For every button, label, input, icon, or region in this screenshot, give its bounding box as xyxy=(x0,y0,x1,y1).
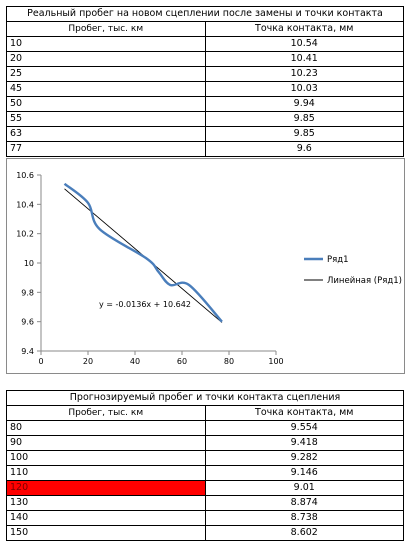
cell-mm: 9.85 xyxy=(204,111,404,127)
y-tick-label: 9.8 xyxy=(21,288,34,297)
x-tick-label: 100 xyxy=(268,357,283,366)
table-row: 150 8.602 xyxy=(6,525,404,541)
cell-km: 100 xyxy=(6,450,206,466)
clutch-contact-chart: 10.6 10.4 10.2 10 9.8 9.6 9.4 0 20 40 60 80 100 y = … xyxy=(6,158,405,374)
cell-mm: 9.94 xyxy=(204,96,404,112)
table-row: 50 9.94 xyxy=(6,96,404,112)
y-tick-label: 9.6 xyxy=(21,318,34,327)
cell-km: 90 xyxy=(6,435,206,451)
table-row: 25 10.23 xyxy=(6,66,404,82)
cell-mm: 9.146 xyxy=(204,465,404,481)
cell-mm: 9.418 xyxy=(204,435,404,451)
table-row: 20 10.41 xyxy=(6,51,404,67)
cell-km: 20 xyxy=(6,51,206,67)
chart-legend: Ряд1 Линейная (Ряд1) xyxy=(304,255,402,286)
forecast-header-mm: Точка контакта, мм xyxy=(204,405,404,421)
cell-km: 130 xyxy=(6,495,206,511)
cell-mm: 8.874 xyxy=(204,495,404,511)
cell-mm: 10.41 xyxy=(204,51,404,67)
series-line xyxy=(63,182,223,323)
forecast-mileage-table: Прогнозируемый пробег и точки контакта с… xyxy=(6,390,404,541)
chart-axes: 10.6 10.4 10.2 10 9.8 9.6 9.4 0 20 40 60 80 100 xyxy=(16,171,283,366)
table-row: 90 9.418 xyxy=(6,435,404,451)
y-tick-label: 10.2 xyxy=(16,230,34,239)
y-tick-label: 10.4 xyxy=(16,200,34,209)
cell-km: 45 xyxy=(6,81,206,97)
cell-mm: 9.554 xyxy=(204,420,404,436)
x-tick-label: 40 xyxy=(130,357,140,366)
table-row: 140 8.738 xyxy=(6,510,404,526)
cell-mm: 9.6 xyxy=(204,141,404,157)
cell-mm: 9.85 xyxy=(204,126,404,142)
cell-km: 63 xyxy=(6,126,206,142)
forecast-table-title: Прогнозируемый пробег и точки контакта с… xyxy=(6,390,404,406)
table-row: 120 9.01 xyxy=(6,480,404,496)
cell-mm: 10.54 xyxy=(204,36,404,52)
cell-km: 150 xyxy=(6,525,206,541)
cell-mm: 8.738 xyxy=(204,510,404,526)
series-layer xyxy=(63,182,223,323)
table-row: 45 10.03 xyxy=(6,81,404,97)
cell-mm: 8.602 xyxy=(204,525,404,541)
cell-km: 25 xyxy=(6,66,206,82)
cell-km: 110 xyxy=(6,465,206,481)
cell-mm: 10.23 xyxy=(204,66,404,82)
table-row: 55 9.85 xyxy=(6,111,404,127)
table-row: 77 9.6 xyxy=(6,141,404,157)
x-tick-label: 0 xyxy=(38,357,43,366)
y-tick-label: 10 xyxy=(24,259,34,268)
cell-km: 55 xyxy=(6,111,206,127)
cell-km: 10 xyxy=(6,36,206,52)
cell-mm: 9.01 xyxy=(204,480,404,496)
real-mileage-table-title: Реальный пробег на новом сцеплении после… xyxy=(6,6,404,22)
cell-km: 120 xyxy=(6,480,206,496)
real-mileage-header-mm: Точка контакта, мм xyxy=(204,21,404,37)
x-tick-label: 20 xyxy=(83,357,93,366)
cell-km: 80 xyxy=(6,420,206,436)
forecast-header-km: Пробег, тыс. км xyxy=(6,405,206,421)
cell-mm: 9.282 xyxy=(204,450,404,466)
cell-mm: 10.03 xyxy=(204,81,404,97)
table-row: 110 9.146 xyxy=(6,465,404,481)
real-mileage-header-km: Пробег, тыс. км xyxy=(6,21,206,37)
table-row: 130 8.874 xyxy=(6,495,404,511)
table-row: 100 9.282 xyxy=(6,450,404,466)
cell-km: 77 xyxy=(6,141,206,157)
y-tick-label: 9.4 xyxy=(21,347,34,356)
cell-km: 140 xyxy=(6,510,206,526)
trendline-equation-label: y = -0.0136x + 10.642 xyxy=(99,300,191,309)
table-row: 80 9.554 xyxy=(6,420,404,436)
table-row: 63 9.85 xyxy=(6,126,404,142)
chart-canvas: 10.6 10.4 10.2 10 9.8 9.6 9.4 0 20 40 60 80 100 y = … xyxy=(16,171,402,366)
legend-label-series: Ряд1 xyxy=(327,255,349,265)
real-mileage-table: Реальный пробег на новом сцеплении после… xyxy=(6,6,404,157)
x-tick-label: 80 xyxy=(224,357,234,366)
legend-label-trendline: Линейная (Ряд1) xyxy=(327,276,402,286)
cell-km: 50 xyxy=(6,96,206,112)
table-row: 10 10.54 xyxy=(6,36,404,52)
x-tick-label: 60 xyxy=(177,357,187,366)
y-tick-label: 10.6 xyxy=(16,171,34,180)
